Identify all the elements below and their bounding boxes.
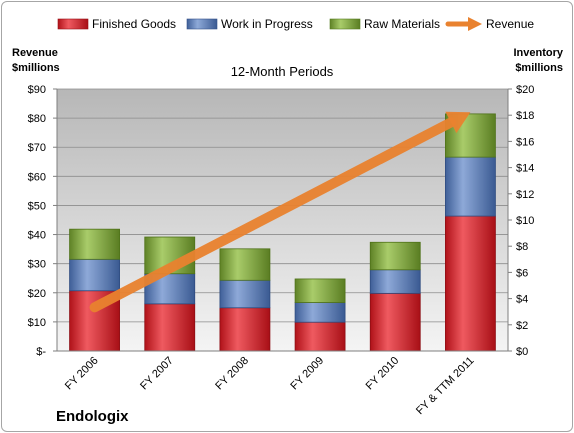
legend-label-work-in-progress: Work in Progress bbox=[221, 17, 313, 31]
right-tick-label: $2 bbox=[516, 320, 528, 332]
left-axis-title-line1: Revenue bbox=[12, 47, 58, 59]
chart-subtitle: 12-Month Periods bbox=[231, 64, 334, 79]
left-tick-label: $70 bbox=[28, 142, 46, 154]
bar-segment-finished-goods bbox=[219, 307, 271, 352]
category-label: FY 2009 bbox=[288, 355, 326, 393]
bar-segment-work-in-progress bbox=[294, 302, 346, 323]
right-axis-ticks: $0 $2 $4 $6 $8 $10 $12 $14 $16 $18 $20 bbox=[508, 84, 534, 358]
right-tick-label: $16 bbox=[516, 136, 534, 148]
left-tick-label: $50 bbox=[28, 200, 46, 212]
revenue-arrow-shaft bbox=[89, 117, 456, 313]
category-label: FY 2007 bbox=[138, 355, 176, 393]
right-tick-label: $18 bbox=[516, 110, 534, 122]
legend-label-raw-materials: Raw Materials bbox=[364, 17, 440, 31]
right-tick-label: $20 bbox=[516, 84, 534, 96]
right-tick-label: $10 bbox=[516, 215, 534, 227]
bar-segment-finished-goods bbox=[445, 215, 496, 352]
right-tick-label: $4 bbox=[516, 294, 528, 306]
category-label: FY 2006 bbox=[63, 355, 101, 393]
left-axis-ticks: $- $10 $20 $30 $40 $50 $60 $70 $80 $90 bbox=[28, 84, 57, 358]
right-tick-label: $8 bbox=[516, 241, 528, 253]
right-tick-label: $0 bbox=[516, 346, 528, 358]
left-axis-title-line2: $millions bbox=[12, 62, 60, 74]
left-tick-label: $- bbox=[36, 346, 46, 358]
left-tick-label: $10 bbox=[28, 317, 46, 329]
left-tick-label: $90 bbox=[28, 84, 46, 96]
legend-label-revenue: Revenue bbox=[486, 17, 534, 31]
legend-swatch-work-in-progress bbox=[186, 18, 218, 30]
right-tick-label: $14 bbox=[516, 163, 534, 175]
bar-segment-raw-materials bbox=[69, 228, 120, 260]
left-tick-label: $80 bbox=[28, 113, 46, 125]
left-tick-label: $40 bbox=[28, 230, 46, 242]
company-name: Endologix bbox=[56, 408, 129, 425]
category-label: FY 2008 bbox=[213, 355, 251, 393]
legend: Finished Goods Work in Progress Raw Mate… bbox=[57, 17, 534, 31]
bar-segment-finished-goods bbox=[294, 321, 346, 352]
legend-swatch-finished-goods bbox=[57, 18, 89, 30]
category-label: FY & TTM 2011 bbox=[414, 355, 477, 418]
legend-swatch-revenue bbox=[445, 17, 482, 31]
right-axis-title-line2: $millions bbox=[515, 62, 563, 74]
bar-segment-raw-materials bbox=[369, 241, 421, 271]
bar-segment-work-in-progress bbox=[369, 269, 421, 294]
category-label: FY 2010 bbox=[364, 355, 402, 393]
bar-segment-raw-materials bbox=[219, 248, 271, 281]
right-tick-label: $12 bbox=[516, 189, 534, 201]
bar-segment-raw-materials bbox=[294, 278, 346, 303]
left-tick-label: $20 bbox=[28, 288, 46, 300]
bar-segment-finished-goods bbox=[369, 292, 421, 352]
bar-segment-work-in-progress bbox=[445, 156, 496, 217]
bar-stacks bbox=[69, 113, 496, 352]
bar-segment-work-in-progress bbox=[69, 258, 120, 292]
bar-segment-work-in-progress bbox=[219, 279, 271, 309]
revenue-arrow bbox=[89, 111, 471, 313]
legend-label-finished-goods: Finished Goods bbox=[92, 17, 176, 31]
legend-swatch-raw-materials bbox=[329, 18, 361, 30]
bar-segment-finished-goods bbox=[144, 303, 196, 352]
right-tick-label: $6 bbox=[516, 267, 528, 279]
left-tick-label: $30 bbox=[28, 259, 46, 271]
revenue-arrow-head bbox=[445, 111, 471, 134]
left-tick-label: $60 bbox=[28, 171, 46, 183]
right-axis-title-line1: Inventory bbox=[513, 47, 563, 59]
